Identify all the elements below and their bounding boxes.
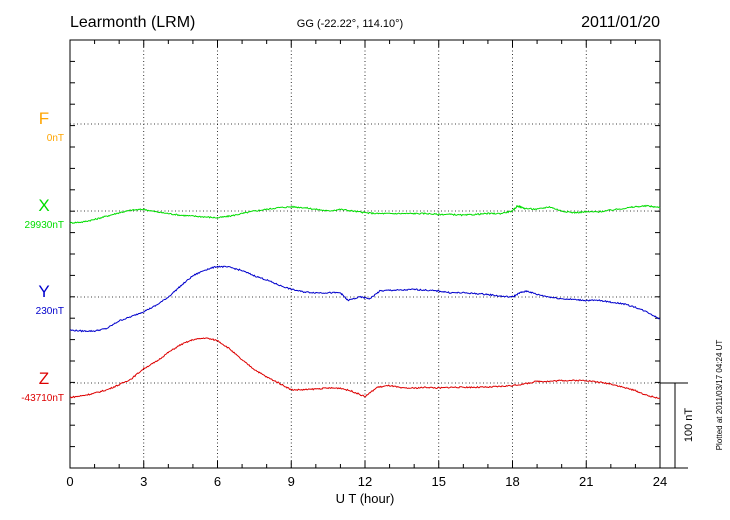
axis-ticks [69, 39, 661, 469]
plotted-timestamp: Plotted at 2011/03/17 04:24 UT [715, 340, 724, 451]
x-tick-label-21: 21 [579, 474, 593, 489]
x-tick-label-9: 9 [288, 474, 295, 489]
series-lines [69, 204, 661, 399]
x-tick-label-6: 6 [214, 474, 221, 489]
x-tick-label-15: 15 [432, 474, 446, 489]
date-label: 2011/01/20 [581, 14, 660, 31]
scale-bar-label: 100 nT [683, 408, 695, 443]
series-label-z: Z [39, 369, 49, 388]
coordinates-label: GG (-22.22°, 114.10°) [297, 18, 403, 30]
series-line-z [69, 337, 660, 399]
baseline-label-x: 29930nT [25, 220, 64, 231]
x-tick-label-0: 0 [66, 474, 73, 489]
x-tick-label-18: 18 [505, 474, 519, 489]
baseline-label-z: -43710nT [21, 393, 64, 404]
x-tick-label-3: 3 [140, 474, 147, 489]
x-tick-label-12: 12 [358, 474, 372, 489]
x-axis-label: U T (hour) [336, 491, 395, 506]
x-tick-label-24: 24 [653, 474, 667, 489]
grid-lines [70, 40, 660, 468]
series-line-y [69, 265, 661, 333]
x-tick-labels: 0 3 6 9 12 15 18 21 24 [66, 474, 667, 489]
baseline-label-y: 230nT [36, 306, 64, 317]
series-label-x: X [38, 196, 49, 215]
scale-bar [660, 382, 688, 469]
station-title: Learmonth (LRM) [70, 14, 195, 31]
baseline-label-f: 0nT [47, 133, 64, 144]
series-label-y: Y [38, 282, 49, 301]
series-label-f: F [39, 109, 49, 128]
series-line-x [69, 204, 661, 224]
